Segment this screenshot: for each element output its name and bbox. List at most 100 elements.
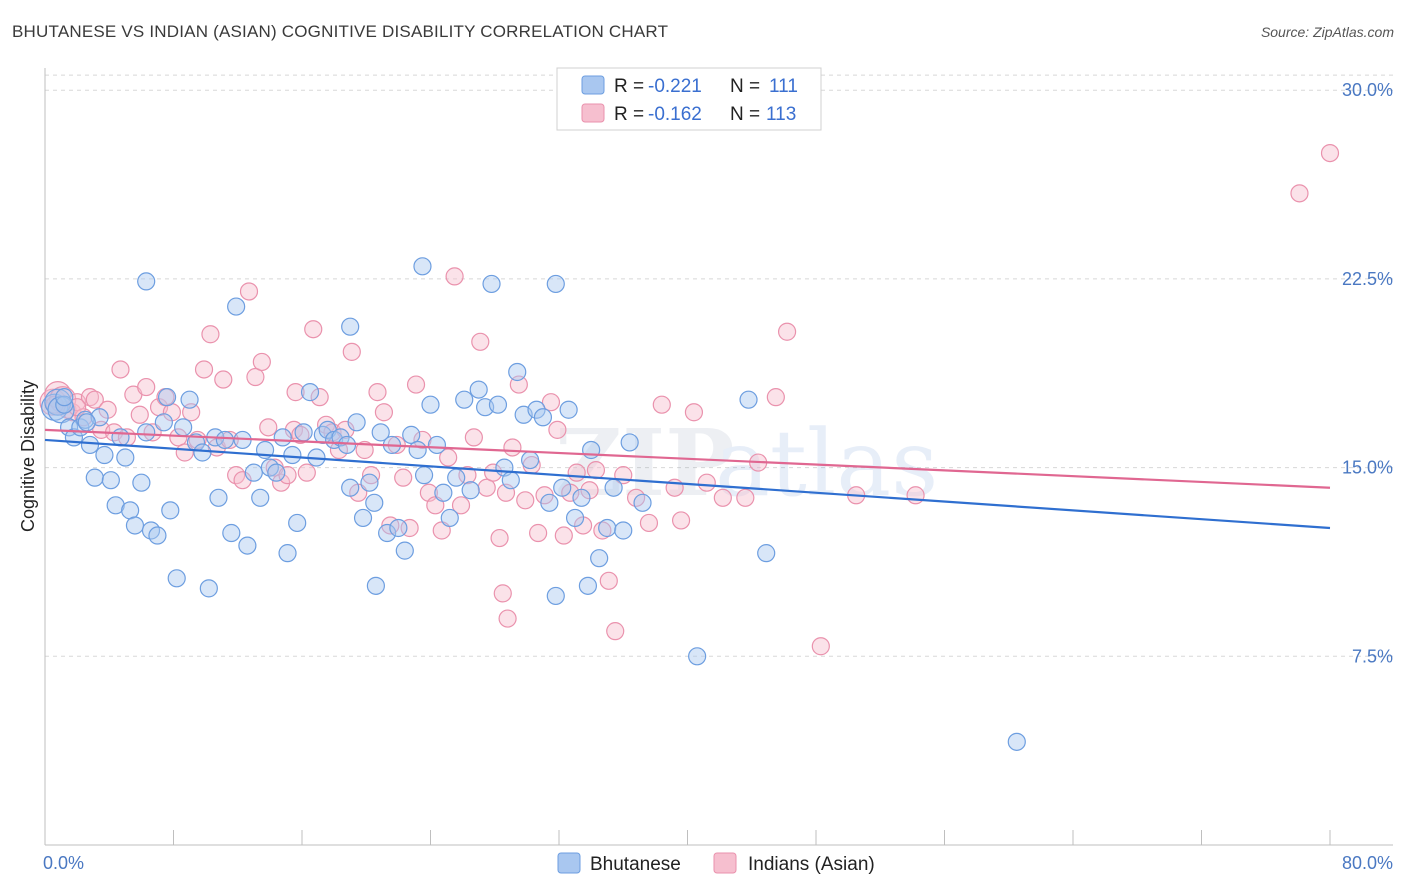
bottom-legend-label-bhutanese: Bhutanese: [590, 854, 681, 875]
bhutanese-point: [251, 488, 270, 507]
bhutanese-point: [590, 549, 609, 568]
bhutanese-point: [244, 463, 263, 482]
indians-asian-point: [259, 418, 278, 437]
indians-asian-point: [220, 430, 239, 450]
bhutanese-point: [520, 450, 540, 470]
bhutanese-point: [174, 418, 193, 437]
indians-asian-point: [394, 468, 413, 487]
bhutanese-point: [408, 440, 427, 460]
legend-n-value-1: 111: [769, 76, 798, 97]
legend-r-label-1: R =: [614, 76, 644, 97]
bhutanese-point: [148, 526, 167, 545]
legend-n-label-2: N =: [730, 104, 760, 125]
indians-asian-point: [445, 267, 464, 286]
indians-asian-point: [477, 478, 496, 497]
bhutanese-point: [365, 493, 384, 512]
bhutanese-point: [395, 541, 414, 560]
bhutanese-point: [278, 544, 297, 563]
x-axis-ticks: [44, 830, 1331, 845]
legend-swatch-bhutanese: [581, 75, 605, 95]
y-tick-label: 7.5%: [1352, 646, 1393, 666]
bhutanese-point: [546, 274, 565, 294]
bhutanese-point: [157, 388, 177, 407]
bhutanese-point: [604, 478, 623, 497]
bhutanese-point: [508, 362, 527, 382]
bhutanese-point: [360, 473, 379, 492]
bhutanese-point: [55, 388, 74, 407]
bhutanese-point: [347, 413, 366, 432]
bhutanese-point: [288, 513, 307, 533]
indians-asian-point: [361, 466, 381, 485]
bhutanese-point: [572, 488, 591, 507]
bhutanese-point: [132, 473, 151, 492]
bhutanese-point: [238, 536, 257, 555]
axes: [44, 68, 1393, 846]
bhutanese-point: [331, 428, 350, 447]
source-label: Source: ZipAtlas.com: [1260, 24, 1394, 40]
indians-asian-point: [111, 360, 130, 379]
bhutanese-point: [341, 317, 360, 336]
legend-swatch-indians-asian: [581, 103, 605, 123]
legend: R = -0.221 N = 111 R = -0.162 N = 113: [556, 67, 822, 131]
bhutanese-point: [413, 257, 432, 276]
bhutanese-point: [193, 443, 212, 462]
bhutanese-point: [106, 496, 125, 515]
bhutanese-point: [180, 390, 199, 409]
bhutanese-point: [101, 471, 120, 490]
y-tick-label: 30.0%: [1342, 80, 1393, 100]
y-tick-label: 22.5%: [1342, 269, 1393, 289]
bhutanese-point: [427, 435, 447, 455]
chart-title: BHUTANESE VS INDIAN (ASIAN) COGNITIVE DI…: [12, 22, 669, 41]
indians-asian-point: [214, 370, 233, 389]
bhutanese-point: [565, 508, 585, 528]
indians-asian-point: [490, 528, 509, 548]
bhutanese-point: [421, 395, 440, 414]
bhutanese-point: [77, 413, 96, 432]
bhutanese-point: [559, 400, 578, 419]
indians-asian-point: [586, 461, 606, 480]
indians-asian-point: [567, 463, 586, 482]
indians-asian-trend-line: [44, 428, 1331, 489]
bhutanese-point: [80, 435, 100, 455]
bhutanese-point: [209, 488, 228, 507]
bhutanese-point: [402, 425, 421, 444]
bhutanese-point: [111, 428, 130, 447]
indians-asian-point: [639, 513, 659, 533]
indians-asian-point: [310, 388, 329, 407]
bhutanese-point: [353, 508, 373, 528]
bhutanese-point: [482, 274, 501, 294]
indians-asian-point: [297, 463, 316, 482]
indians-asian-point: [272, 473, 291, 492]
bhutanese-point: [598, 518, 617, 538]
bhutanese-point: [414, 466, 434, 485]
bhutanese-point: [137, 272, 156, 291]
bhutanese-point: [294, 423, 313, 442]
indians-asian-point: [713, 488, 732, 507]
y-tick-label: 15.0%: [1342, 458, 1393, 478]
bhutanese-point: [199, 579, 218, 598]
indians-asian-point: [45, 395, 64, 414]
bhutanese-point: [434, 483, 453, 502]
indians-asian-point: [355, 440, 374, 460]
indians-asian-point: [593, 521, 612, 540]
bhutanese-point: [633, 493, 652, 512]
indians-asian-point: [652, 395, 671, 414]
bhutanese-point: [85, 468, 104, 487]
indians-asian-point: [684, 403, 704, 422]
bhutanese-point: [95, 445, 114, 465]
indians-asian-point: [374, 403, 394, 422]
bhutanese-point: [757, 544, 776, 563]
bhutanese-point: [533, 408, 553, 427]
y-tick-labels: 7.5% 15.0% 22.5% 30.0%: [1342, 80, 1393, 666]
indians-asian-point: [406, 375, 426, 394]
indians-asian-point: [130, 405, 149, 424]
bhutanese-point: [1007, 732, 1026, 751]
indians-asian-point: [80, 388, 100, 407]
bottom-legend-swatch-indians-asian: [713, 852, 737, 874]
bhutanese-point: [55, 395, 74, 414]
bhutanese-point: [154, 413, 173, 432]
indians-asian-point: [606, 622, 625, 641]
indians-asian-point: [471, 332, 490, 351]
bhutanese-point: [553, 478, 572, 497]
indians-asian-point: [368, 383, 387, 402]
